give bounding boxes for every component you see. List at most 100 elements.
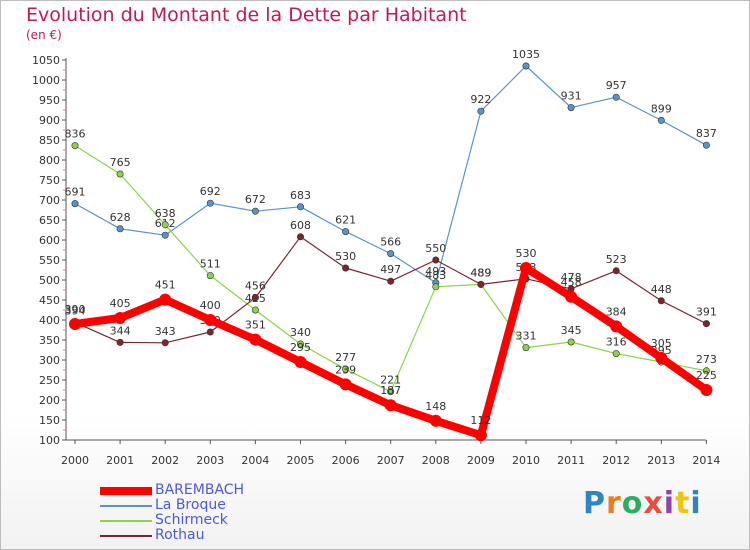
data-point [702, 367, 710, 375]
y-tick-label: 700 [39, 194, 60, 207]
data-label: 344 [110, 324, 131, 337]
legend-swatch [100, 487, 152, 495]
data-label: 530 [335, 250, 356, 263]
data-point [342, 264, 350, 272]
x-tick-label: 2006 [332, 454, 360, 467]
y-tick-label: 900 [39, 114, 60, 127]
data-label: 550 [425, 242, 446, 255]
y-tick-label: 150 [39, 414, 60, 427]
data-label: 448 [651, 283, 672, 296]
x-tick-label: 2007 [377, 454, 405, 467]
data-point [432, 283, 440, 291]
x-tick-label: 2013 [647, 454, 675, 467]
data-label: 899 [651, 102, 672, 115]
data-label: 628 [110, 211, 131, 224]
data-label: 638 [155, 207, 176, 220]
data-point [206, 199, 214, 207]
chart-title: Evolution du Montant de la Dette par Hab… [26, 4, 467, 26]
legend-swatch [100, 520, 152, 522]
data-label: 351 [245, 319, 266, 332]
logo-letter: i [690, 486, 702, 521]
data-label: 225 [696, 369, 717, 382]
y-tick-label: 450 [39, 294, 60, 307]
x-tick-label: 2004 [241, 454, 269, 467]
data-label: 456 [245, 280, 266, 293]
data-label: 497 [380, 263, 401, 276]
data-label: 683 [290, 189, 311, 202]
y-tick-label: 250 [39, 374, 60, 387]
legend-label: Schirmeck [155, 512, 228, 528]
data-point [702, 141, 710, 149]
data-label: 295 [290, 341, 311, 354]
y-tick-label: 400 [39, 314, 60, 327]
data-label: 345 [561, 324, 582, 337]
data-label: 765 [110, 156, 131, 169]
y-tick-label: 500 [39, 274, 60, 287]
data-label: 391 [696, 306, 717, 319]
data-label: 331 [516, 330, 537, 343]
data-label: 400 [200, 299, 221, 312]
y-tick-label: 1000 [32, 74, 60, 87]
data-point [296, 340, 304, 348]
data-point [522, 344, 530, 352]
data-point [384, 399, 397, 412]
data-point [161, 339, 169, 347]
data-point [116, 338, 124, 346]
data-point [116, 170, 124, 178]
data-point [161, 221, 169, 229]
data-point [565, 290, 578, 303]
data-point [114, 312, 127, 324]
logo-letter: t [675, 486, 691, 521]
data-point [296, 203, 304, 211]
y-tick-label: 550 [39, 254, 60, 267]
data-label: 922 [470, 93, 491, 106]
data-point [71, 142, 79, 150]
data-point [342, 365, 350, 373]
data-point [612, 350, 620, 358]
x-tick-label: 2010 [512, 454, 540, 467]
y-tick-label: 800 [39, 154, 60, 167]
x-tick-label: 2000 [61, 454, 89, 467]
data-label: 511 [200, 258, 221, 271]
x-tick-label: 2001 [106, 454, 134, 467]
data-label: 483 [425, 269, 446, 282]
x-tick-label: 2009 [467, 454, 495, 467]
data-point [206, 328, 214, 336]
x-tick-label: 2008 [422, 454, 450, 467]
data-label: 112 [470, 414, 491, 427]
legend-label: BAREMBACH [155, 482, 245, 498]
data-label: 384 [606, 305, 627, 318]
data-point [612, 267, 620, 275]
data-point [567, 104, 575, 112]
data-label: 523 [606, 253, 627, 266]
y-tick-label: 650 [39, 214, 60, 227]
logo-letter: P [583, 486, 606, 521]
data-label: 277 [335, 351, 356, 364]
logo-letter: i [663, 486, 676, 521]
data-label: 489 [470, 266, 491, 279]
data-point [657, 297, 665, 305]
data-label: 187 [380, 384, 401, 397]
data-point [702, 320, 710, 328]
data-label: 957 [606, 79, 627, 92]
y-tick-label: 1050 [32, 54, 60, 67]
data-point [522, 62, 530, 70]
data-point [477, 107, 485, 115]
data-label: 837 [696, 127, 717, 140]
data-label: 836 [65, 128, 86, 141]
x-tick-label: 2003 [196, 454, 224, 467]
data-label: 239 [335, 363, 356, 376]
data-label: 405 [110, 297, 131, 310]
data-point [204, 314, 217, 326]
data-point [477, 280, 485, 288]
data-point [610, 320, 623, 333]
x-tick-label: 2005 [287, 454, 315, 467]
logo-letter: r [606, 486, 622, 521]
x-tick-label: 2012 [602, 454, 630, 467]
data-point [159, 293, 172, 306]
data-point [567, 338, 575, 346]
data-point [251, 306, 259, 314]
data-point [251, 207, 259, 215]
data-label: 305 [651, 337, 672, 350]
